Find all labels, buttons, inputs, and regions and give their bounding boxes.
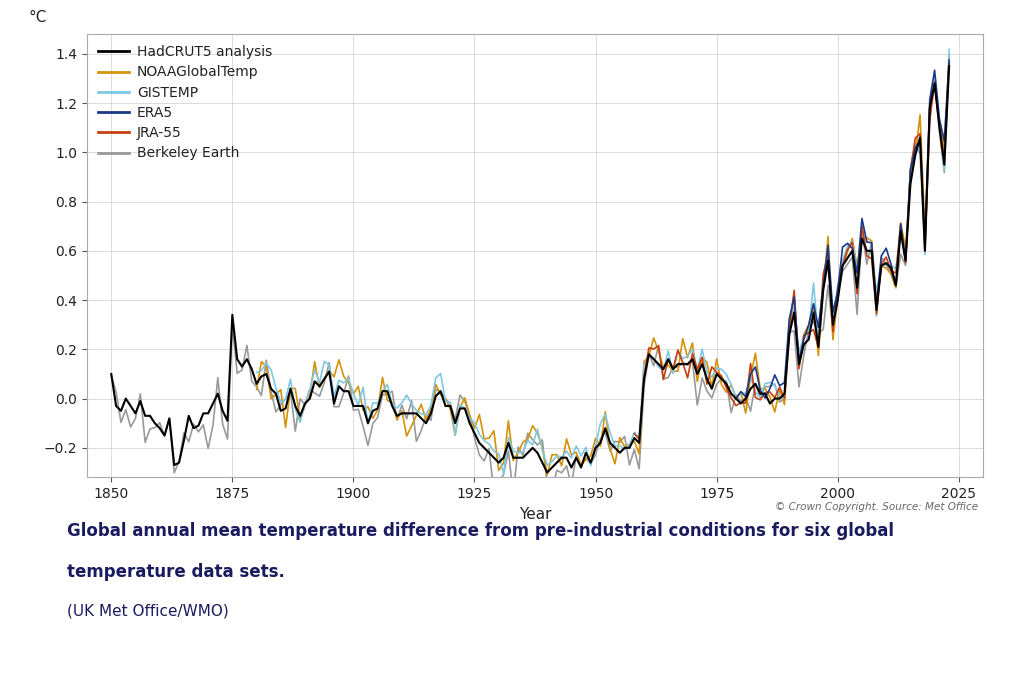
- Text: temperature data sets.: temperature data sets.: [67, 563, 285, 580]
- Y-axis label: °C: °C: [29, 10, 47, 25]
- X-axis label: Year: Year: [519, 507, 551, 522]
- Text: (UK Met Office/WMO): (UK Met Office/WMO): [67, 604, 228, 619]
- Legend: HadCRUT5 analysis, NOAAGlobalTemp, GISTEMP, ERA5, JRA-55, Berkeley Earth: HadCRUT5 analysis, NOAAGlobalTemp, GISTE…: [94, 41, 276, 164]
- Text: Global annual mean temperature difference from pre-industrial conditions for six: Global annual mean temperature differenc…: [67, 522, 894, 539]
- Text: © Crown Copyright. Source: Met Office: © Crown Copyright. Source: Met Office: [775, 502, 979, 512]
